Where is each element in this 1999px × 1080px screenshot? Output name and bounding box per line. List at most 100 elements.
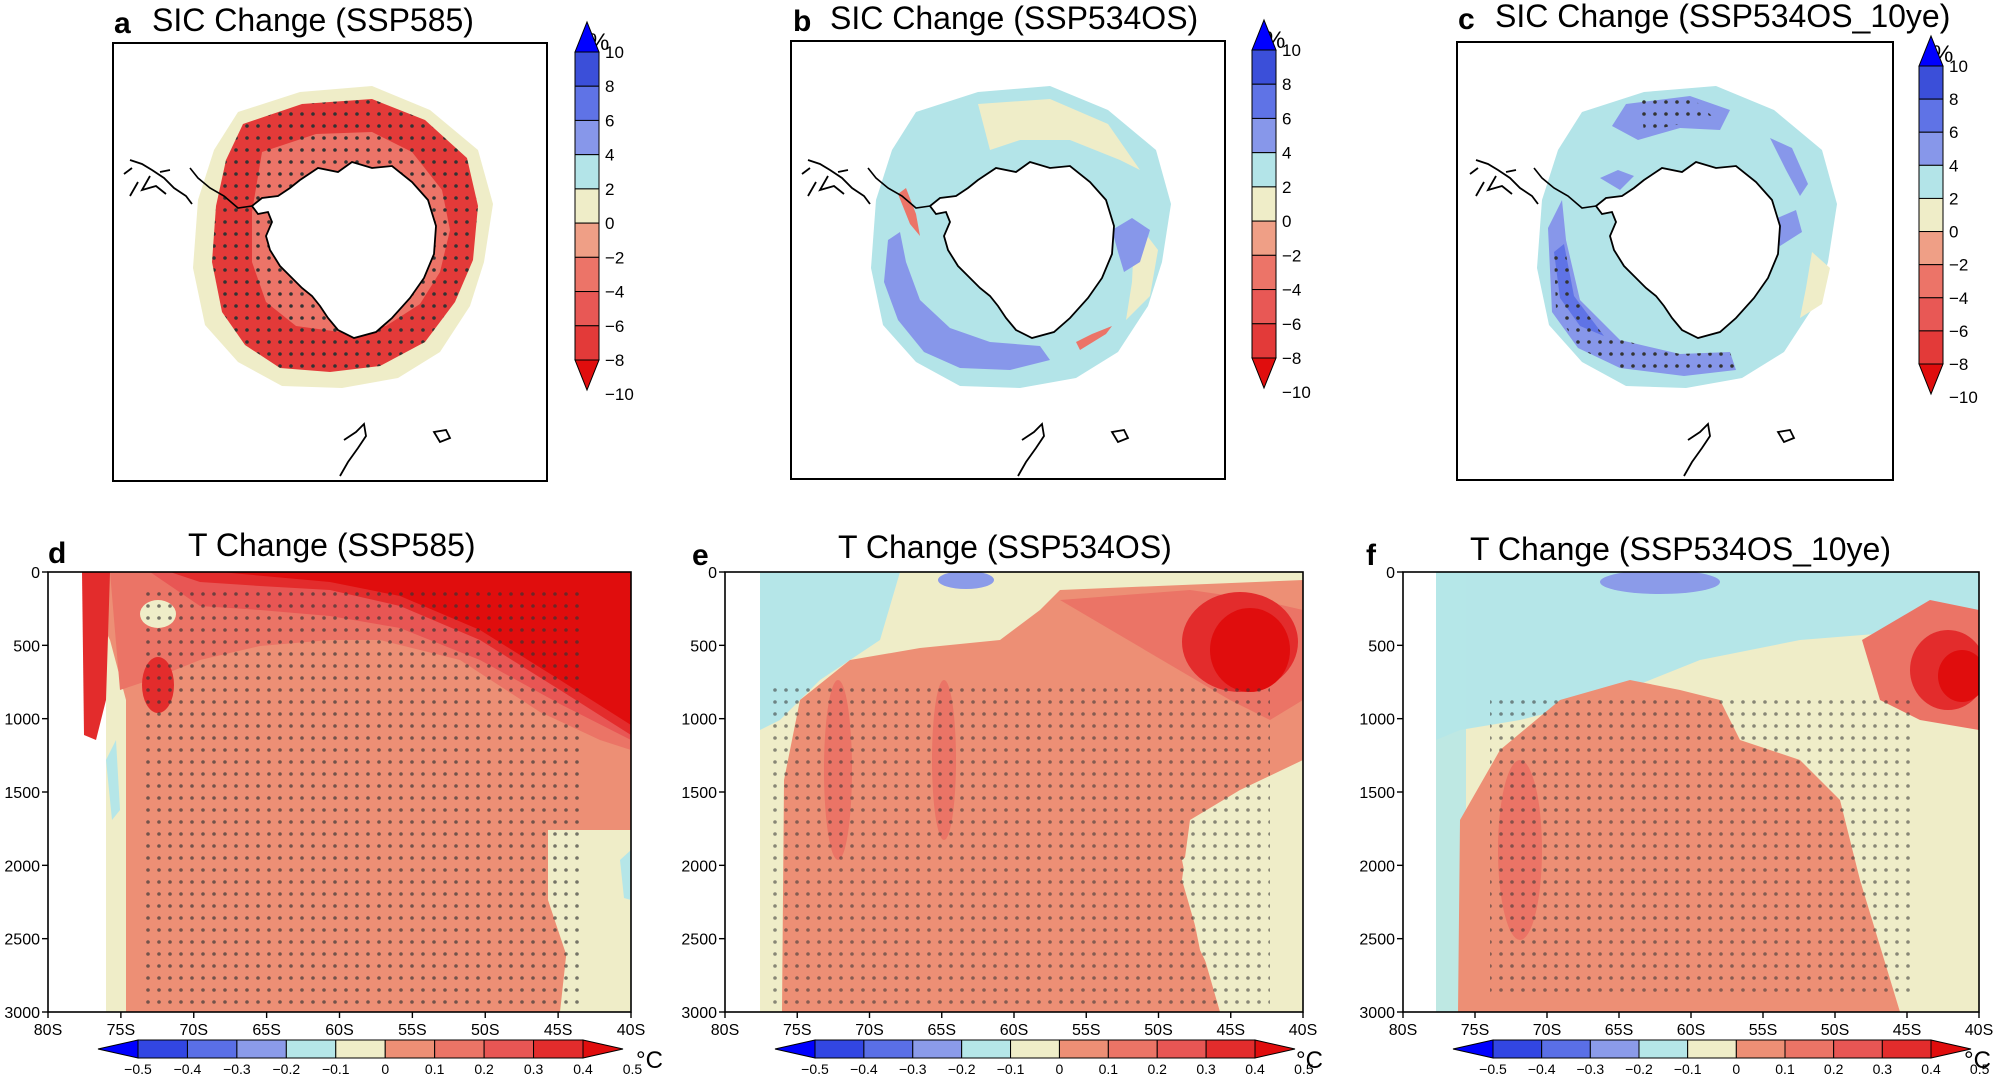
colorbar-d-box <box>434 1039 485 1059</box>
x-tick-label: 80S <box>34 1022 62 1039</box>
x-tick-label: 55S <box>398 1022 426 1039</box>
panel-d-title: T Change (SSP585) <box>188 527 476 563</box>
antarctica-b <box>928 161 1115 339</box>
y-tick-label: 2500 <box>4 932 40 949</box>
colorbar-d-tick-label: 0.4 <box>573 1061 593 1077</box>
panel-b-title: SIC Change (SSP534OS) <box>830 0 1198 36</box>
colorbar-b-tick-label: 10 <box>1282 41 1301 60</box>
y-tick-label: 0 <box>708 565 717 582</box>
colorbar-d-tick-label: −0.3 <box>223 1061 251 1077</box>
colorbar-d-tick-label: −0.5 <box>124 1061 152 1077</box>
y-tick-label: 2000 <box>4 858 40 875</box>
colorbar-c-tick-label: −4 <box>1949 289 1968 308</box>
sic-field-c-blue6 <box>1600 170 1634 190</box>
colorbar-e-unit: °C <box>1296 1047 1323 1074</box>
sic-field-b-red1 <box>1076 326 1112 350</box>
x-axis-f: 80S 75S 70S 65S 60S 55S 50S 45S 40S <box>1389 1012 1993 1039</box>
colorbar-e: °C −0.5 −0.4 −0.3 −0.2 −0.1 0 0.1 0.2 0.3 0.4 0.5 <box>774 1039 1323 1077</box>
colorbar-d-box <box>236 1039 287 1059</box>
colorbar-f-box <box>1735 1039 1786 1059</box>
sic-field-c-tan <box>1800 252 1830 318</box>
colorbar-a-box <box>574 85 600 121</box>
colorbar-c-tick-label: 0 <box>1949 223 1958 242</box>
colorbar-f-tick-label: 0.3 <box>1873 1061 1893 1077</box>
panel-c: c SIC Change (SSP534OS_10ye) % 1086420−2… <box>1456 0 1978 481</box>
x-tick-label: 70S <box>180 1022 208 1039</box>
colorbar-e-tick-label: 0.3 <box>1196 1061 1216 1077</box>
colorbar-a-tick-label: 8 <box>605 77 614 96</box>
colorbar-b-tick-label: −8 <box>1282 349 1301 368</box>
colorbar-e-box <box>1107 1039 1158 1059</box>
colorbar-d-box <box>186 1039 238 1059</box>
colorbar-a-tick-label: −8 <box>605 351 624 370</box>
panel-f-letter: f <box>1366 539 1377 572</box>
colorbar-c-box <box>1918 164 1944 199</box>
x-tick-label: 50S <box>1821 1022 1849 1039</box>
y-tick-label: 2500 <box>1359 932 1395 949</box>
colorbar-e-box <box>1156 1039 1207 1059</box>
colorbar-d-tick-label: 0.2 <box>474 1061 494 1077</box>
colorbar-c-box <box>1918 297 1944 332</box>
y-tick-label: 1000 <box>681 712 717 729</box>
field-d-stip <box>140 590 580 1010</box>
y-tick-label: 500 <box>690 638 717 655</box>
sic-field-c-blue4 <box>1770 138 1808 196</box>
colorbar-d-box <box>533 1039 584 1059</box>
colorbar-e-box <box>1010 1039 1060 1059</box>
colorbar-c-tick-label: −8 <box>1949 355 1968 374</box>
field-f-dred <box>1938 650 1979 702</box>
colorbar-a-tick-label: −10 <box>605 385 634 404</box>
colorbar-d-tick-label: 0.5 <box>623 1061 643 1077</box>
colorbar-c-box <box>1918 264 1944 299</box>
colorbar-b-box <box>1251 323 1277 359</box>
colorbar-e-tick-label: −0.3 <box>899 1061 927 1077</box>
y-tick-label: 3000 <box>681 1005 717 1022</box>
colorbar-c-box <box>1918 231 1944 266</box>
colorbar-e-box <box>863 1039 914 1059</box>
x-tick-label: 75S <box>107 1022 135 1039</box>
x-tick-label: 45S <box>544 1022 572 1039</box>
field-f <box>1436 572 1979 1012</box>
colorbar-f-box <box>1687 1039 1737 1059</box>
x-tick-label: 70S <box>855 1022 883 1039</box>
field-d-edge <box>106 740 120 820</box>
panel-d: d T Change (SSP585) 80S 75S 70S 65S 60S 55S 50… <box>4 527 663 1077</box>
colorbar-e-tick-label: 0.5 <box>1294 1061 1314 1077</box>
x-tick-label: 40S <box>617 1022 645 1039</box>
colorbar-c-tick-label: 8 <box>1949 90 1958 109</box>
y-tick-label: 500 <box>1368 638 1395 655</box>
colorbar-b-tick-label: −2 <box>1282 246 1301 265</box>
new-zealand-c <box>1683 422 1711 477</box>
colorbar-d-tick-label: 0.1 <box>425 1061 445 1077</box>
new-zealand-b <box>1017 422 1045 477</box>
panel-b: b SIC Change (SSP534OS) % 1086420−2−4−6−… <box>790 0 1311 480</box>
new-zealand-a <box>339 422 367 477</box>
colorbar-a-tick-label: 2 <box>605 180 614 199</box>
colorbar-a-box <box>574 291 600 327</box>
panel-d-letter: d <box>48 537 66 570</box>
colorbar-c-tick-label: 4 <box>1949 156 1958 175</box>
colorbar-e-left-triangle <box>774 1039 816 1059</box>
colorbar-b-tick-label: 6 <box>1282 109 1291 128</box>
colorbar-b-tick-label: −4 <box>1282 281 1301 300</box>
colorbar-f-box <box>1784 1039 1835 1059</box>
sic-field-b-blue1 <box>884 232 1050 370</box>
colorbar-b-box <box>1251 289 1277 325</box>
y-tick-label: 1000 <box>1359 712 1395 729</box>
panel-a-letter: a <box>114 7 131 40</box>
colorbar-c-tick-label: 6 <box>1949 123 1958 142</box>
colorbar-e-tick-label: −0.2 <box>948 1061 976 1077</box>
colorbar-e-box <box>814 1039 865 1059</box>
colorbar-e-tick-label: −0.1 <box>997 1061 1025 1077</box>
x-tick-label: 80S <box>1389 1022 1417 1039</box>
colorbar-f-box <box>1833 1039 1883 1059</box>
colorbar-f-unit: °C <box>1964 1047 1991 1074</box>
colorbar-b-box <box>1251 83 1277 119</box>
x-tick-label: 65S <box>928 1022 956 1039</box>
antarctica-a <box>250 161 437 339</box>
colorbar-e-box <box>912 1039 963 1059</box>
south-america-c <box>1469 159 1539 205</box>
colorbar-a-tick-label: 10 <box>605 43 624 62</box>
antarctic-peninsula-b <box>867 167 931 209</box>
colorbar-d-box <box>483 1039 535 1059</box>
